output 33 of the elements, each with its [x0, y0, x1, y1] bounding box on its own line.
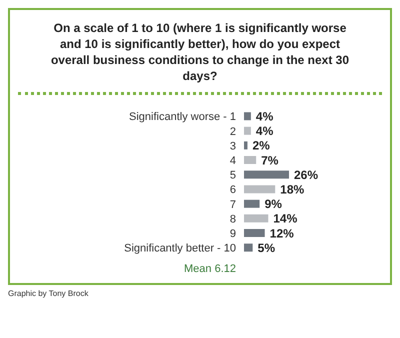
bar	[244, 229, 265, 238]
data-label: 7%	[261, 153, 279, 168]
y-tick-label: 4	[230, 155, 236, 168]
bar	[244, 112, 251, 120]
bar	[244, 185, 276, 194]
y-tick-label: 6	[230, 184, 236, 196]
bar	[244, 214, 268, 222]
text: Graphic by Tony Brock	[8, 289, 90, 298]
bar	[244, 141, 248, 150]
data-label: 9%	[264, 197, 282, 212]
y-tick-label: 8	[230, 213, 236, 226]
chart-title: On a scale of 1 to 10 (where 1 is significantly worse and 10 is significantly better), how do you expect overall business conditions to change in the next 30 days?	[50, 20, 350, 84]
y-tick-label: 5	[230, 170, 236, 182]
bar	[244, 126, 251, 135]
data-label: 2%	[252, 138, 270, 153]
y-tick-label: Significantly worse - 1	[129, 111, 236, 124]
data-label: 18%	[280, 182, 304, 196]
bar	[244, 200, 260, 208]
y-tick-label: 3	[230, 140, 236, 152]
y-tick-label: 7	[230, 198, 236, 211]
bar	[244, 244, 253, 252]
bar	[244, 156, 256, 164]
data-label: 14%	[273, 212, 298, 226]
data-label: 5%	[258, 240, 276, 255]
bar	[244, 170, 289, 179]
data-label: 26%	[294, 168, 318, 182]
data-label: 12%	[270, 226, 294, 240]
data-label: 4%	[256, 109, 274, 124]
y-tick-label: Significantly better - 10	[124, 242, 236, 255]
data-label: 4%	[256, 124, 274, 138]
text: Mean 6.12	[183, 263, 236, 275]
y-tick-label: 2	[230, 126, 236, 138]
y-tick-label: 9	[230, 228, 236, 240]
